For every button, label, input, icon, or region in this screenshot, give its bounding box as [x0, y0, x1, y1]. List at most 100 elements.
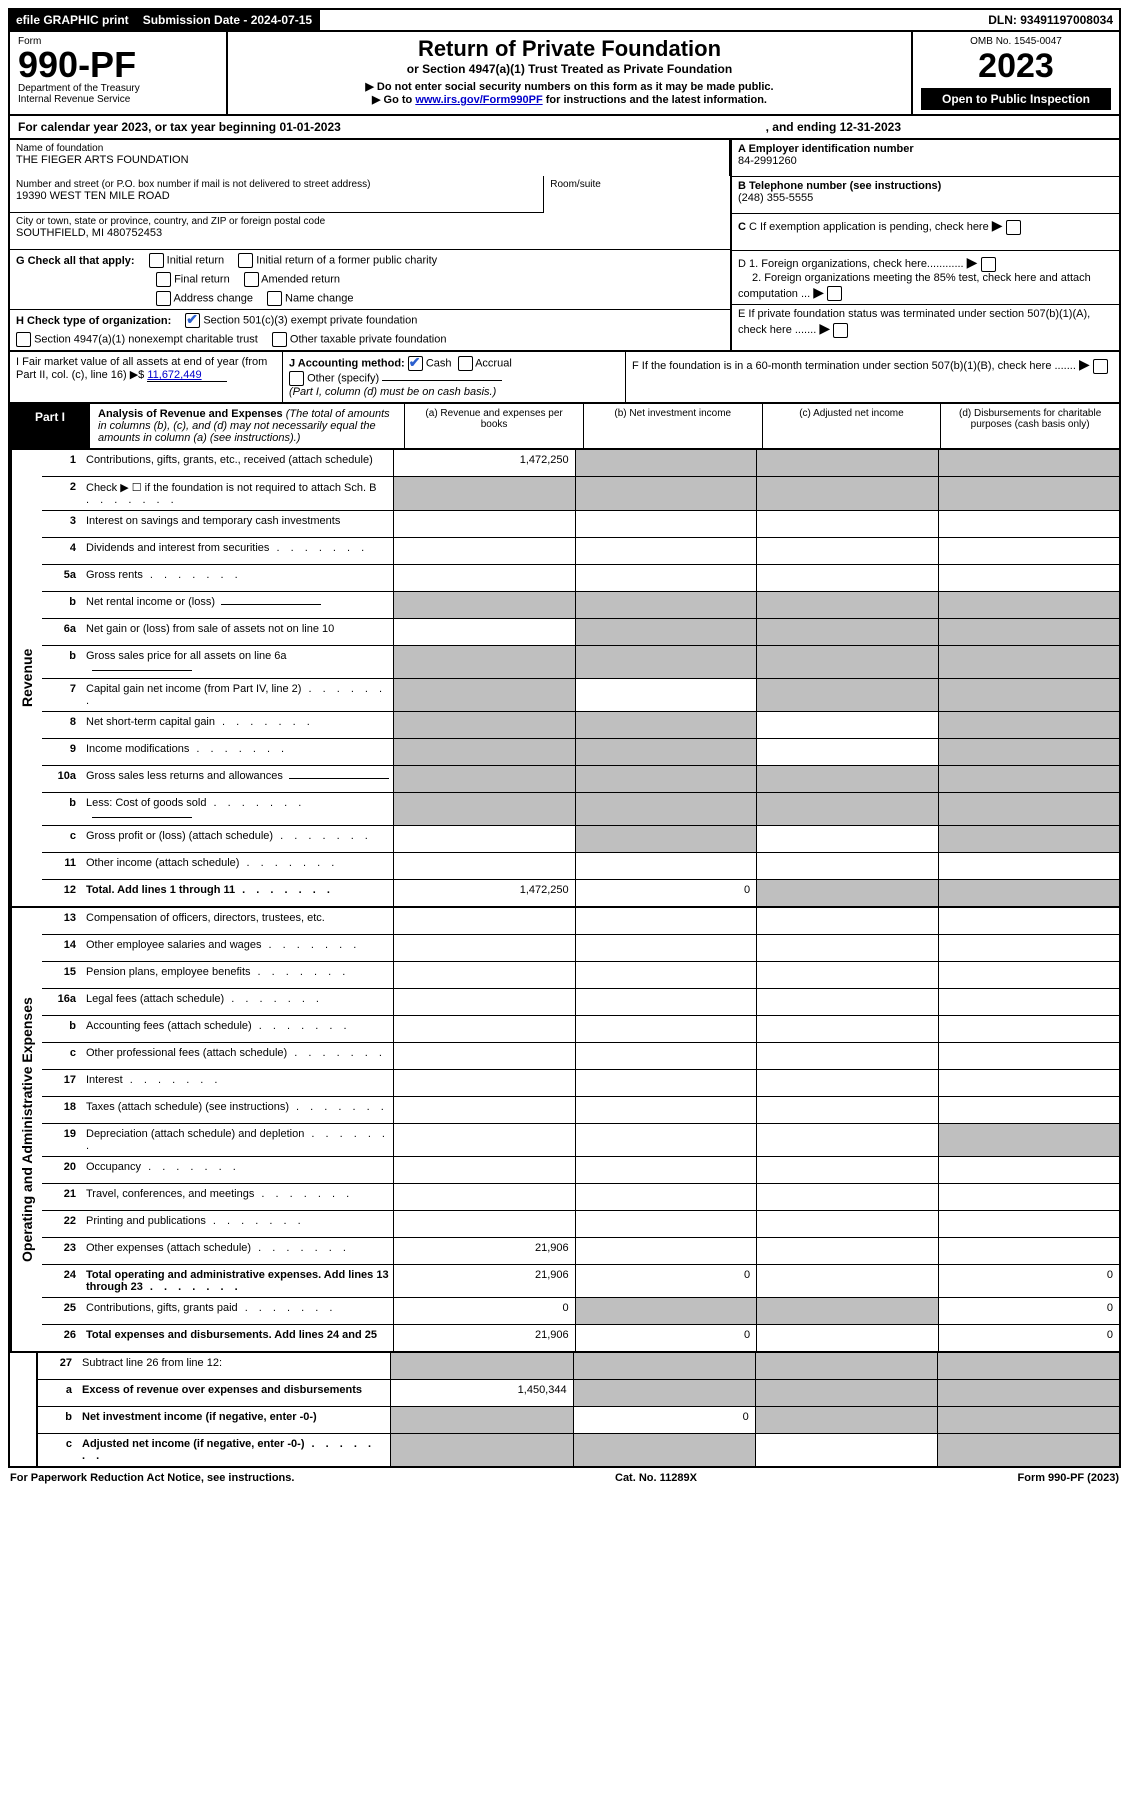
- table-row: 17Interest . . . . . . .: [42, 1070, 1119, 1097]
- line-number: c: [38, 1434, 78, 1466]
- line-number: 14: [42, 935, 82, 961]
- line-desc: Excess of revenue over expenses and disb…: [78, 1380, 390, 1406]
- table-row: 23Other expenses (attach schedule) . . .…: [42, 1238, 1119, 1265]
- table-row: bLess: Cost of goods sold . . . . . . .: [42, 793, 1119, 826]
- form-number: 990-PF: [18, 47, 218, 83]
- line-desc: Other professional fees (attach schedule…: [82, 1043, 393, 1069]
- cell-col-a: 21,906: [393, 1265, 574, 1297]
- table-row: 7Capital gain net income (from Part IV, …: [42, 679, 1119, 712]
- cell-col-c: [756, 1298, 937, 1324]
- cell-col-c: [755, 1380, 937, 1406]
- table-row: bNet rental income or (loss): [42, 592, 1119, 619]
- cell-col-a: [393, 1016, 574, 1042]
- final-return-checkbox[interactable]: [156, 272, 171, 287]
- cell-col-b: [575, 477, 756, 510]
- phone-value: (248) 355-5555: [738, 192, 813, 204]
- cell-col-b: [575, 1070, 756, 1096]
- j-accrual: Accrual: [475, 357, 512, 369]
- line-desc: Interest . . . . . . .: [82, 1070, 393, 1096]
- line-desc: Adjusted net income (if negative, enter …: [78, 1434, 390, 1466]
- line-desc: Taxes (attach schedule) (see instruction…: [82, 1097, 393, 1123]
- col-c-head: (c) Adjusted net income: [763, 404, 942, 448]
- line-number: b: [38, 1407, 78, 1433]
- amended-return-checkbox[interactable]: [244, 272, 259, 287]
- cell-col-a: [393, 1184, 574, 1210]
- cell-col-d: [938, 908, 1119, 934]
- f-checkbox[interactable]: [1093, 359, 1108, 374]
- cell-col-d: [938, 538, 1119, 564]
- efile-label: efile GRAPHIC print: [10, 10, 137, 30]
- other-method-checkbox[interactable]: [289, 371, 304, 386]
- line-desc: Occupancy . . . . . . .: [82, 1157, 393, 1183]
- col-a-head: (a) Revenue and expenses per books: [405, 404, 584, 448]
- line-number: a: [38, 1380, 78, 1406]
- cell-col-c: [756, 1043, 937, 1069]
- expenses-side-label: Operating and Administrative Expenses: [10, 908, 42, 1351]
- name-change-checkbox[interactable]: [267, 291, 282, 306]
- part1-label: Part I: [10, 404, 90, 448]
- cell-col-c: [756, 908, 937, 934]
- table-row: 1Contributions, gifts, grants, etc., rec…: [42, 450, 1119, 477]
- initial-public-checkbox[interactable]: [238, 253, 253, 268]
- line-desc: Dividends and interest from securities .…: [82, 538, 393, 564]
- line-number: 18: [42, 1097, 82, 1123]
- ein-label: A Employer identification number: [738, 143, 914, 155]
- cell-col-b: [575, 908, 756, 934]
- cell-col-d: [938, 989, 1119, 1015]
- c-checkbox[interactable]: [1006, 220, 1021, 235]
- cell-col-d: [938, 1070, 1119, 1096]
- form-link[interactable]: www.irs.gov/Form990PF: [415, 94, 542, 106]
- line-desc: Other income (attach schedule) . . . . .…: [82, 853, 393, 879]
- cell-col-b: 0: [575, 1325, 756, 1351]
- cell-col-d: [938, 1157, 1119, 1183]
- d1-checkbox[interactable]: [981, 257, 996, 272]
- table-row: bAccounting fees (attach schedule) . . .…: [42, 1016, 1119, 1043]
- dln: DLN: 93491197008034: [982, 10, 1119, 30]
- line-number: 2: [42, 477, 82, 510]
- cell-col-a: [393, 592, 574, 618]
- cash-checkbox[interactable]: [408, 356, 423, 371]
- 4947-checkbox[interactable]: [16, 332, 31, 347]
- cell-col-b: [575, 1043, 756, 1069]
- room-label: Room/suite: [550, 179, 724, 190]
- line-number: 17: [42, 1070, 82, 1096]
- cell-col-d: [938, 962, 1119, 988]
- initial-return-checkbox[interactable]: [149, 253, 164, 268]
- cell-col-a: 0: [393, 1298, 574, 1324]
- cell-col-c: [756, 646, 937, 678]
- line-desc: Capital gain net income (from Part IV, l…: [82, 679, 393, 711]
- cell-col-b: [575, 1097, 756, 1123]
- cell-col-c: [756, 1211, 937, 1237]
- e-checkbox[interactable]: [833, 323, 848, 338]
- line-desc: Depreciation (attach schedule) and deple…: [82, 1124, 393, 1156]
- fmv-value[interactable]: 11,672,449: [147, 369, 227, 382]
- city-label: City or town, state or province, country…: [16, 216, 724, 227]
- cell-col-a: 1,472,250: [393, 450, 574, 476]
- line-desc: Net investment income (if negative, ente…: [78, 1407, 390, 1433]
- table-row: aExcess of revenue over expenses and dis…: [38, 1380, 1119, 1407]
- 501c3-checkbox[interactable]: [185, 313, 200, 328]
- cell-col-c: [756, 1265, 937, 1297]
- form-subtitle: or Section 4947(a)(1) Trust Treated as P…: [236, 62, 903, 76]
- identity-block: Name of foundation THE FIEGER ARTS FOUND…: [8, 140, 1121, 352]
- table-row: 25Contributions, gifts, grants paid . . …: [42, 1298, 1119, 1325]
- form-header: Form 990-PF Department of the Treasury I…: [8, 32, 1121, 116]
- cell-col-d: [938, 565, 1119, 591]
- table-row: 16aLegal fees (attach schedule) . . . . …: [42, 989, 1119, 1016]
- cell-col-a: [393, 712, 574, 738]
- other-taxable-checkbox[interactable]: [272, 332, 287, 347]
- d2-checkbox[interactable]: [827, 286, 842, 301]
- cell-col-d: [938, 712, 1119, 738]
- line-desc: Accounting fees (attach schedule) . . . …: [82, 1016, 393, 1042]
- cell-col-b: [575, 1298, 756, 1324]
- cell-col-b: [575, 739, 756, 765]
- cell-col-a: [393, 1043, 574, 1069]
- cell-col-a: [393, 511, 574, 537]
- top-bar: efile GRAPHIC print Submission Date - 20…: [8, 8, 1121, 32]
- calendar-begin: For calendar year 2023, or tax year begi…: [18, 120, 766, 134]
- table-row: 27Subtract line 26 from line 12:: [38, 1353, 1119, 1380]
- accrual-checkbox[interactable]: [458, 356, 473, 371]
- address-change-checkbox[interactable]: [156, 291, 171, 306]
- cell-col-d: [938, 646, 1119, 678]
- cell-col-a: [393, 853, 574, 879]
